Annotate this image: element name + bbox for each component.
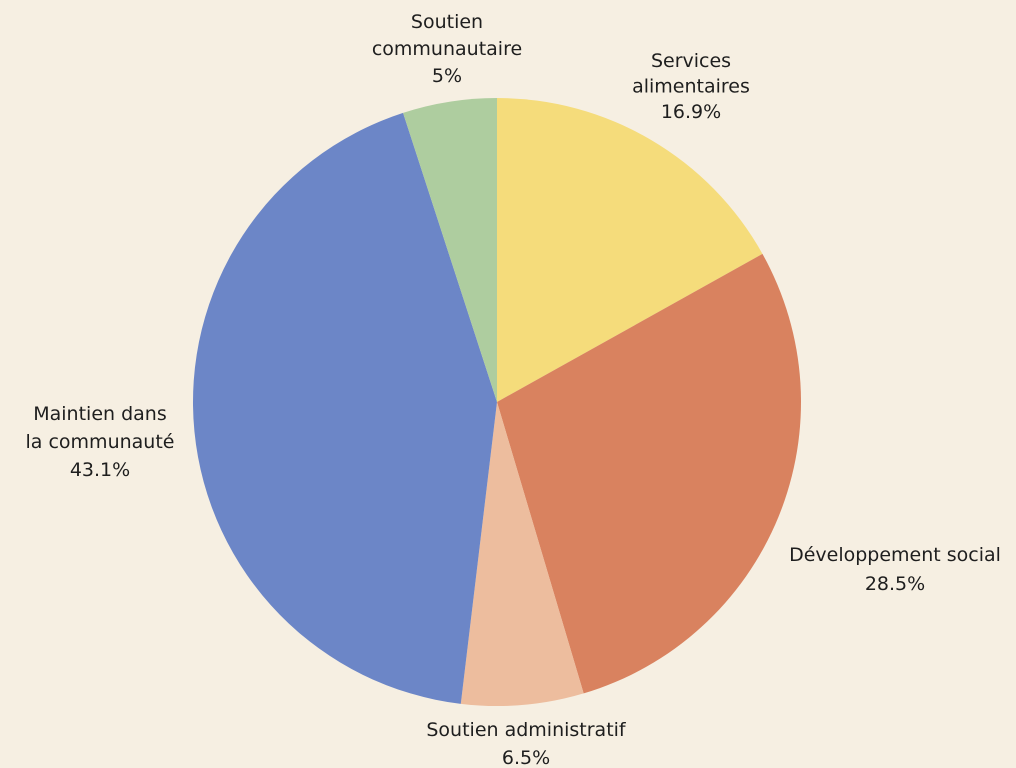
slice-name-label: Services [651, 50, 731, 72]
slice-value-label: 16.9% [661, 101, 721, 123]
slice-name-label: Soutien [411, 11, 483, 33]
slice-name-label: alimentaires [632, 76, 750, 98]
pie-slice-4 [403, 98, 497, 402]
slice-name-label: Développement social [789, 544, 1001, 566]
pie-slice-3 [192, 112, 497, 704]
slice-label-4: Soutien communautaire 5% [372, 11, 522, 87]
pie-labels: Services alimentaires 16.9% Développement s… [26, 11, 1001, 768]
slice-value-label: 5% [432, 65, 462, 87]
slice-label-1: Développement social 28.5% [789, 544, 1001, 595]
pie-slice-1 [497, 253, 801, 694]
slice-value-label: 28.5% [865, 573, 925, 595]
slice-name-label: Maintien dans [33, 403, 167, 425]
slice-value-label: 43.1% [70, 459, 130, 481]
slice-name-label: la communauté [26, 431, 175, 453]
slice-label-3: Maintien dans la communauté 43.1% [26, 403, 175, 481]
pie-slice-0 [497, 98, 763, 402]
pie-slice-2 [460, 402, 584, 707]
pie-slices [192, 98, 801, 707]
slice-name-label: communautaire [372, 38, 522, 60]
slice-name-label: Soutien administratif [426, 719, 627, 741]
slice-value-label: 6.5% [502, 747, 550, 768]
slice-label-2: Soutien administratif 6.5% [426, 719, 627, 768]
slice-label-0: Services alimentaires 16.9% [632, 50, 750, 123]
